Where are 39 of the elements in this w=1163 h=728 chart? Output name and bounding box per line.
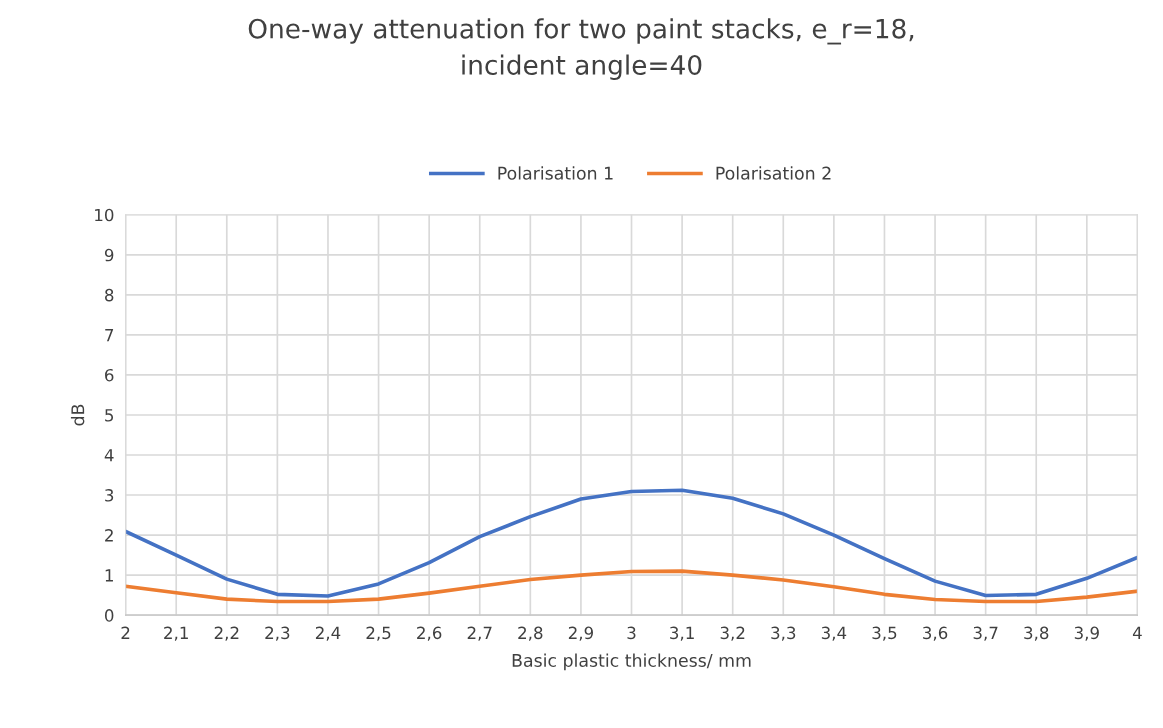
x-tick-label: 3,7 [973, 626, 998, 641]
x-axis-title: Basic plastic thickness/ mm [512, 653, 751, 671]
y-tick-label: 5 [105, 409, 114, 422]
chart-title: One-way attenuation for two paint stacks, e_r=18, incident angle=40 [248, 18, 914, 81]
y-tick-label: 2 [105, 529, 113, 542]
y-tick-label: 10 [95, 208, 114, 222]
x-tick-label: 2,4 [315, 626, 341, 641]
y-tick-label: 0 [104, 609, 114, 622]
x-tick-label: 2,3 [265, 626, 290, 641]
y-tick-label: 7 [105, 329, 114, 342]
x-tick-label: 3,2 [720, 626, 745, 641]
x-tick-label: 4 [1132, 626, 1142, 639]
x-tick-label: 2,6 [417, 626, 442, 641]
line-series [125, 488, 1138, 598]
x-tick-label: 2,1 [164, 626, 188, 641]
x-tick-label: 2,2 [214, 626, 239, 641]
x-tick-label: 3,3 [771, 626, 796, 641]
x-tick-label: 3,6 [923, 626, 948, 641]
y-tick-label: 8 [105, 288, 114, 302]
x-tick-label: 3,1 [670, 626, 694, 641]
x-tick-label: 2 [121, 626, 130, 639]
x-tick-label: 2,7 [467, 626, 492, 641]
x-tick-label: 2,5 [366, 626, 391, 641]
y-tick-label: 3 [105, 489, 114, 502]
legend-label: Polarisation 2 [716, 166, 831, 180]
line-series [125, 569, 1138, 604]
x-tick-label: 3,5 [872, 626, 897, 641]
x-tick-label: 3,9 [1074, 626, 1099, 641]
y-tick-label: 6 [105, 368, 114, 382]
x-tick-label: 2,8 [518, 626, 543, 641]
x-tick-label: 3,8 [1024, 626, 1049, 641]
y-tick-label: 1 [105, 569, 113, 582]
y-tick-label: 9 [104, 248, 114, 262]
x-tick-label: 2,9 [568, 626, 593, 641]
y-tick-label: 4 [104, 449, 114, 462]
x-tick-label: 3 [627, 626, 636, 640]
x-tick-label: 3,4 [821, 626, 847, 641]
legend-label: Polarisation 1 [498, 166, 613, 180]
y-axis-title: dB [70, 404, 85, 426]
